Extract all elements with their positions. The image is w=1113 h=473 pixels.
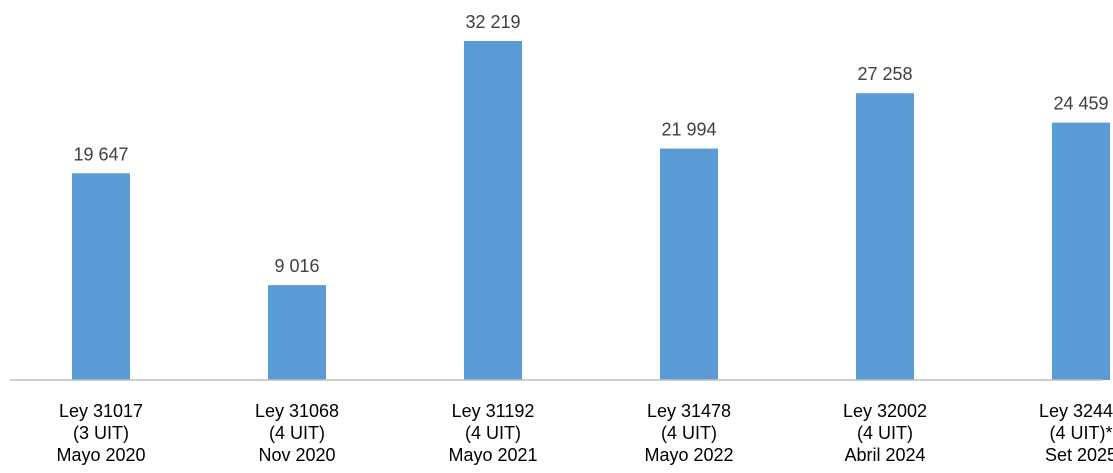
x-tick-label-5-line-3: Abril 2024 <box>844 445 925 465</box>
bar-3 <box>464 41 522 380</box>
bar-6 <box>1052 122 1110 381</box>
x-tick-label-1-line-2: (3 UIT) <box>73 423 129 443</box>
x-tick-label-2-line-2: (4 UIT) <box>269 423 325 443</box>
x-tick-label-3-line-1: Ley 31192 <box>452 401 535 421</box>
x-tick-label-4-line-1: Ley 31478 <box>647 401 731 421</box>
x-tick-label-3-line-2: (4 UIT) <box>465 423 521 443</box>
x-tick-label-6-line-1: Ley 32445 <box>1039 401 1113 421</box>
x-tick-label-6-line-2: (4 UIT)* <box>1050 423 1113 443</box>
x-tick-label-5-line-2: (4 UIT) <box>857 423 913 443</box>
x-tick-label-1-line-3: Mayo 2020 <box>56 445 145 465</box>
value-labels-layer: 19 647 9 016 32 219 21 994 27 258 24 459 <box>73 12 1108 276</box>
data-label-1: 19 647 <box>73 144 128 164</box>
data-label-6: 24 459 <box>1053 94 1108 114</box>
bars-layer <box>72 41 1110 381</box>
bar-2 <box>268 285 326 380</box>
x-tick-label-5-line-1: Ley 32002 <box>843 401 927 421</box>
bar-5 <box>856 93 914 380</box>
bar-1 <box>72 173 130 380</box>
data-label-5: 27 258 <box>857 64 912 84</box>
x-tick-label-2-line-3: Nov 2020 <box>258 445 335 465</box>
data-label-2: 9 016 <box>274 256 319 276</box>
x-tick-label-6-line-3: Set 2025 <box>1045 445 1113 465</box>
x-tick-label-4-line-2: (4 UIT) <box>661 423 717 443</box>
data-label-3: 32 219 <box>465 12 520 32</box>
x-tick-label-1-line-1: Ley 31017 <box>59 401 143 421</box>
x-tick-label-2-line-1: Ley 31068 <box>255 401 339 421</box>
bar-4 <box>660 148 718 380</box>
data-label-4: 21 994 <box>661 120 716 140</box>
x-tick-label-3-line-3: Mayo 2021 <box>448 445 537 465</box>
x-tick-label-4-line-3: Mayo 2022 <box>644 445 733 465</box>
